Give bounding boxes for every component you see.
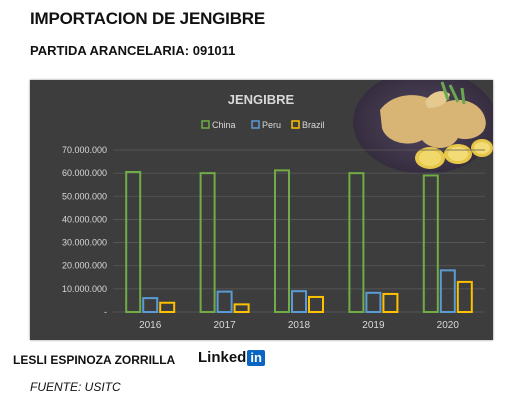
y-tick-label: 60.000.000 [62,168,107,178]
legend-label-peru: Peru [262,120,281,130]
y-tick-label: 10.000.000 [62,284,107,294]
y-tick-label: 20.000.000 [62,261,107,271]
chart-bars [125,169,473,314]
bar-china-2020 [422,174,439,314]
y-tick-label: 50.000.000 [62,191,107,201]
bar-brazil-2019 [382,292,399,314]
x-axis-tick-labels: 2016 2017 2018 2019 2020 [139,320,459,331]
x-tick-label: 2020 [437,320,460,331]
bar-brazil-2018 [308,295,324,313]
page-title: IMPORTACION DE JENGIBRE [30,9,265,28]
bar-peru-2017 [216,290,233,314]
legend-label-china: China [212,120,236,130]
chart-panel: JENGIBRE China Peru Brazil - 10.000.000 20.0… [30,80,493,340]
y-axis-tick-labels: - 10.000.000 20.000.000 30.000.000 40.000.00… [62,145,107,317]
bar-china-2018 [274,169,290,314]
bar-peru-2016 [142,297,159,314]
x-tick-label: 2016 [139,320,162,331]
legend-swatch-china [201,120,210,129]
linkedin-logo[interactable]: Linked in [198,349,265,366]
bar-brazil-2017 [233,303,250,313]
bar-china-2017 [199,172,216,314]
y-tick-label: 40.000.000 [62,214,107,224]
author-name: LESLI ESPINOZA ZORRILLA [13,353,176,367]
x-tick-label: 2017 [213,320,236,331]
bar-peru-2020 [439,269,456,313]
bar-peru-2019 [365,291,382,313]
legend-swatch-brazil [291,120,300,129]
legend-label-brazil: Brazil [302,120,325,130]
chart-grid [113,149,485,313]
linkedin-word: Linked [198,349,247,366]
bar-china-2016 [125,170,142,313]
bar-china-2019 [348,172,365,314]
bar-brazil-2020 [456,280,473,314]
page-subtitle: PARTIDA ARANCELARIA: 091011 [30,43,236,58]
source-note: FUENTE: USITC [30,380,121,394]
chart-legend: China Peru Brazil [201,120,325,130]
bar-peru-2018 [291,290,307,314]
bar-chart: JENGIBRE China Peru Brazil - 10.000.000 20.0… [62,80,493,331]
y-tick-label: - [104,307,107,317]
linkedin-in-icon: in [247,349,265,366]
legend-swatch-peru [251,120,260,129]
y-tick-label: 70.000.000 [62,145,107,155]
chart-title: JENGIBRE [228,92,295,107]
y-tick-label: 30.000.000 [62,238,107,248]
x-tick-label: 2019 [362,320,385,331]
bar-brazil-2016 [159,301,176,314]
ginger-image [353,80,493,174]
x-tick-label: 2018 [288,320,311,331]
